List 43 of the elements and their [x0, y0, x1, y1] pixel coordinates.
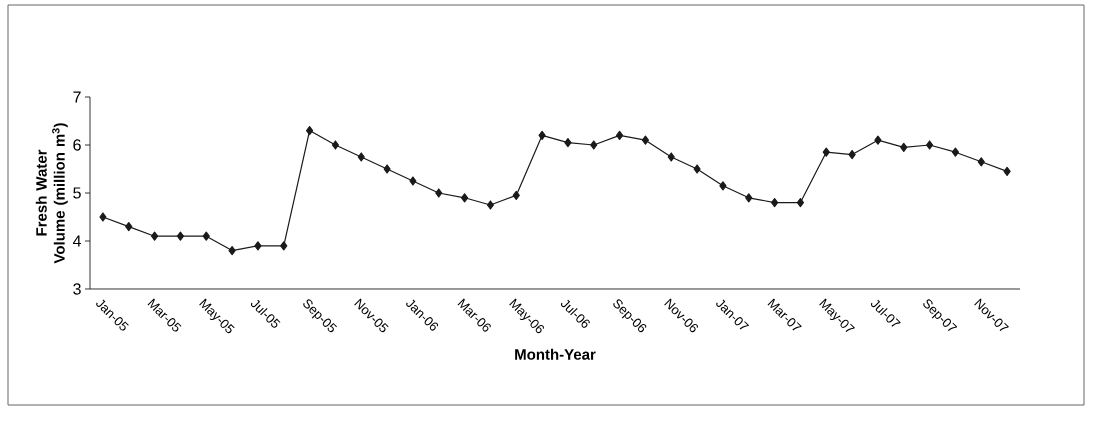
- point: [383, 164, 391, 174]
- point: [150, 231, 159, 241]
- point: [590, 140, 598, 150]
- point: [977, 157, 985, 167]
- point: [641, 135, 650, 145]
- point: [331, 140, 340, 150]
- y-tick-label: 3: [73, 283, 81, 295]
- point: [822, 147, 830, 157]
- point: [564, 138, 572, 148]
- point: [848, 150, 856, 160]
- y-tick-label: 5: [73, 187, 81, 199]
- y-axis-title: Fresh Water Volume (million m$^{3}$): [35, 123, 68, 264]
- point: [460, 193, 469, 203]
- y-tick-label: 4: [72, 235, 82, 247]
- point: [305, 126, 314, 136]
- point: [667, 152, 675, 162]
- point: [435, 188, 443, 198]
- point: [719, 181, 727, 191]
- point: [538, 130, 546, 140]
- x-axis-title: Month-Year: [515, 348, 596, 360]
- point: [926, 140, 934, 150]
- point: [228, 246, 236, 256]
- y-tick-label: 6: [73, 139, 81, 151]
- point: [900, 142, 908, 152]
- point: [202, 231, 210, 241]
- point: [357, 152, 365, 162]
- point: [280, 241, 288, 251]
- point: [99, 212, 107, 222]
- point: [693, 164, 701, 174]
- point: [125, 222, 133, 232]
- point: [409, 176, 417, 186]
- point: [796, 198, 805, 208]
- point: [512, 190, 520, 200]
- point: [951, 147, 960, 157]
- point: [254, 241, 262, 251]
- point: [486, 200, 495, 210]
- y-tick-label: 7: [73, 91, 81, 103]
- point: [615, 130, 624, 140]
- point: [770, 198, 779, 208]
- point: [1003, 166, 1011, 176]
- point: [874, 135, 882, 145]
- point: [745, 193, 753, 203]
- point: [176, 231, 185, 241]
